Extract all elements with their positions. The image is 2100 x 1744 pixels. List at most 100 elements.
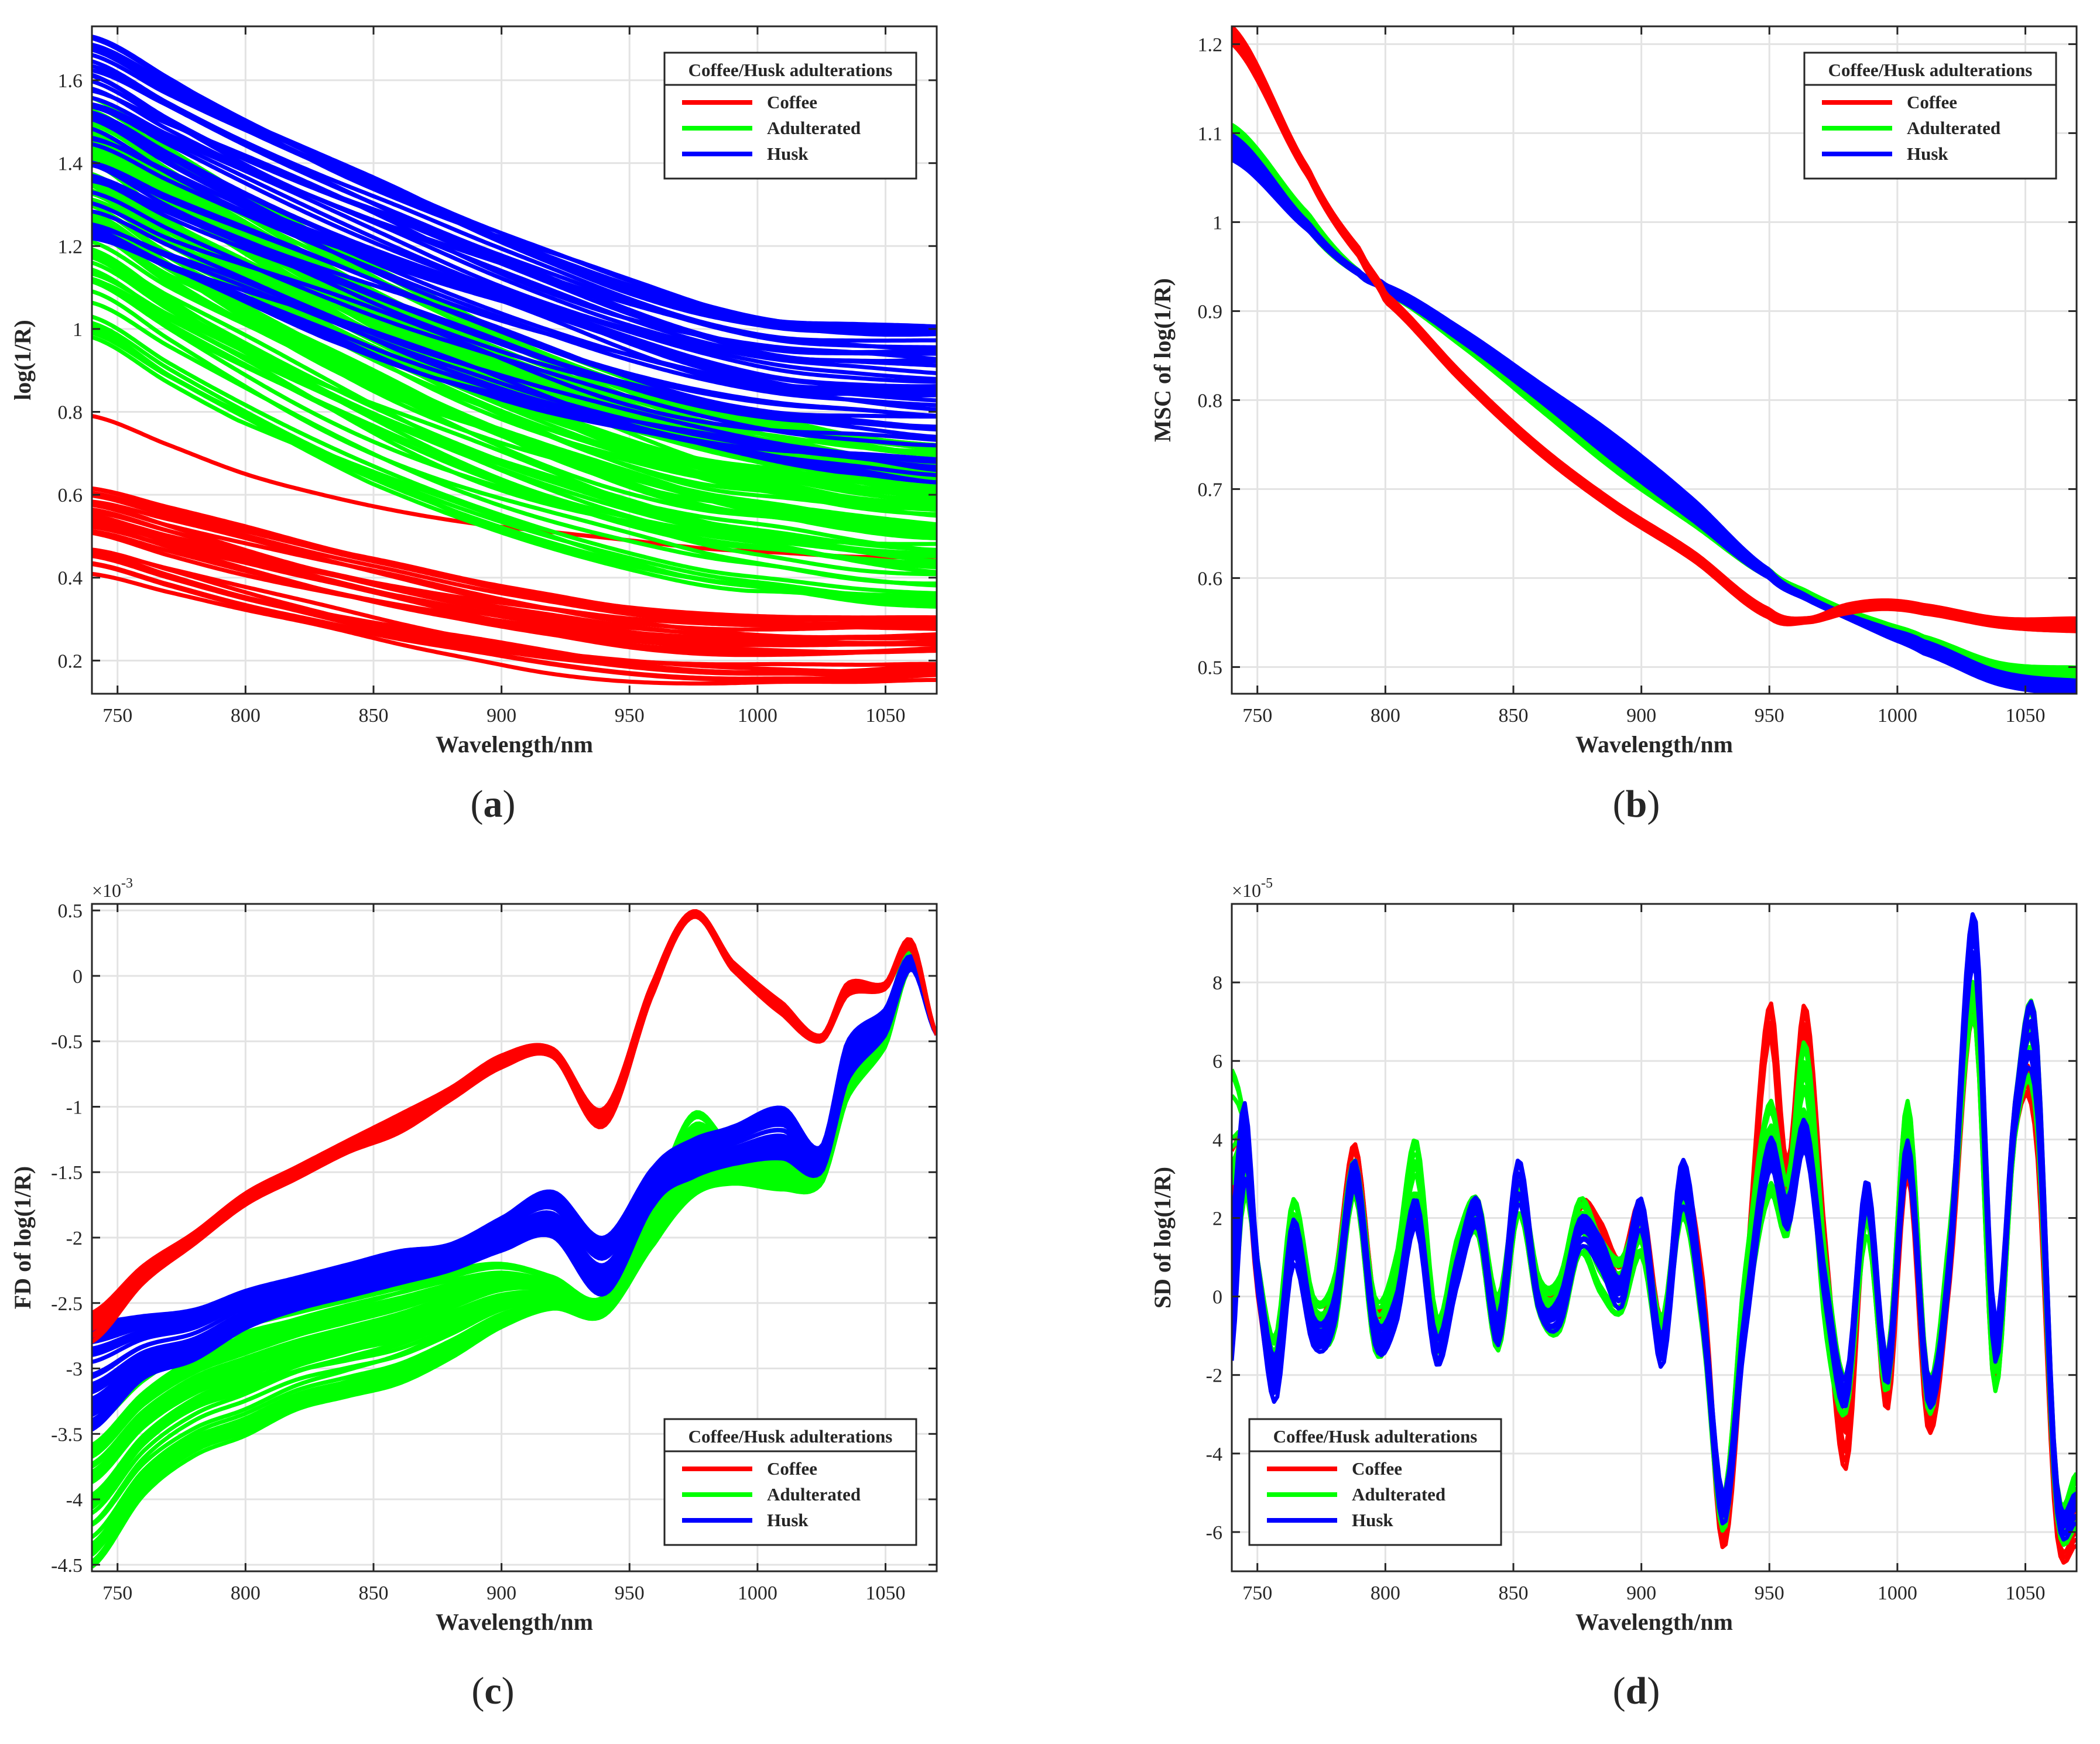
legend-title: Coffee/Husk adulterations: [1273, 1426, 1478, 1447]
panel-label: (c): [471, 1670, 514, 1712]
y-tick-label: -4: [1206, 1444, 1222, 1465]
y-tick-label: -3: [66, 1359, 83, 1380]
y-tick-label: 1.2: [1198, 34, 1223, 56]
spectrum-line: [92, 261, 937, 559]
y-tick-label: -2: [66, 1228, 83, 1249]
y-tick-label: 2: [1212, 1208, 1222, 1229]
spectrum-line: [92, 955, 937, 1330]
spectrum-line: [1232, 132, 2077, 676]
series-coffee: [92, 909, 937, 1344]
y-axis-label: FD of log(1/R): [9, 1166, 36, 1309]
spectrum-line: [92, 966, 937, 1564]
spectrum-line: [92, 239, 937, 537]
spectrum-line: [92, 913, 937, 1338]
spectrum-line: [92, 529, 937, 655]
y-tick-label: -1.5: [51, 1162, 83, 1184]
legend: Coffee/Husk adulterations Coffee Adulterat…: [1248, 1418, 1502, 1546]
spectrum-line: [1232, 134, 2077, 684]
spectrum-line: [92, 142, 937, 407]
series-adulterated: [1232, 123, 2077, 683]
spectrum-line: [1232, 142, 2077, 687]
x-tick-label: 850: [1499, 1582, 1529, 1604]
spectrum-line: [92, 960, 937, 1377]
legend-entry-husk: Husk: [1907, 143, 1948, 164]
y-axis-label: MSC of log(1/R): [1149, 278, 1176, 442]
y-tick-label: 0: [1212, 1287, 1222, 1308]
spectrum-line: [92, 909, 937, 1315]
x-tick-label: 1050: [2006, 1582, 2046, 1604]
legend-title: Coffee/Husk adulterations: [1828, 60, 2033, 80]
y-tick-label: 8: [1212, 972, 1222, 994]
spectrum-line: [1232, 132, 2077, 677]
spectrum-line: [92, 507, 937, 640]
y-tick-label: -4.5: [51, 1555, 83, 1577]
legend-entry-coffee: Coffee: [1907, 92, 1957, 112]
spectrum-line: [92, 958, 937, 1502]
panel-label: (a): [471, 783, 516, 825]
spectrum-line: [92, 910, 937, 1321]
y-tick-label: -0.5: [51, 1032, 83, 1053]
spectrum-line: [92, 910, 937, 1320]
spectrum-line: [92, 314, 937, 595]
spectrum-line: [92, 88, 937, 361]
legend-box: [1803, 52, 2057, 180]
legend-entry-husk: Husk: [1352, 1510, 1393, 1530]
spectrum-line: [92, 47, 937, 329]
spectrum-line: [92, 964, 937, 1407]
spectrum-line: [1232, 134, 2077, 679]
spectrum-line: [92, 251, 937, 552]
legend: Coffee/Husk adulterations Coffee Adulterat…: [1803, 52, 2057, 180]
legend-title: Coffee/Husk adulterations: [688, 1426, 893, 1447]
x-tick-label: 800: [231, 1582, 261, 1604]
legend-title: Coffee/Husk adulterations: [688, 60, 893, 80]
spectrum-line: [92, 910, 937, 1322]
y-tick-label: 6: [1212, 1051, 1222, 1073]
x-tick-label: 900: [487, 705, 516, 727]
x-tick-label: 950: [615, 1582, 645, 1604]
spectrum-line: [92, 964, 937, 1555]
x-tick-label: 800: [231, 705, 261, 727]
x-tick-label: 950: [1755, 705, 1784, 727]
spectrum-line: [92, 961, 937, 1526]
spectrum-line: [92, 300, 937, 588]
spectrum-line: [1232, 134, 2077, 684]
legend-entry-coffee: Coffee: [767, 1458, 817, 1479]
spectrum-line: [92, 163, 937, 418]
y-axis-label: SD of log(1/R): [1149, 1167, 1176, 1308]
series-husk: [1232, 912, 2077, 1542]
spectrum-line: [92, 104, 937, 384]
spectrum-line: [1232, 125, 2077, 672]
spectrum-line: [92, 230, 937, 485]
y-tick-label: 0.5: [1198, 657, 1223, 679]
spectrum-line: [1232, 135, 2077, 679]
x-tick-label: 750: [102, 1582, 132, 1604]
spectrum-line: [1232, 129, 2077, 674]
y-tick-label: 0.6: [58, 485, 83, 506]
panel-label: (d): [1613, 1670, 1660, 1712]
axes-box: [91, 25, 938, 695]
y-tick-label: 0.8: [58, 402, 83, 424]
y-tick-label: 0.4: [58, 568, 83, 590]
legend-entry-coffee: Coffee: [767, 92, 817, 112]
legend-entry-adulterated: Adulterated: [1907, 118, 2000, 138]
spectrum-line: [92, 64, 937, 350]
legend-entry-husk: Husk: [767, 1510, 809, 1530]
x-tick-label: 750: [1242, 1582, 1272, 1604]
legend-entry-coffee: Coffee: [1352, 1458, 1402, 1479]
y-tick-label: 0.5: [58, 900, 83, 922]
spectrum-line: [92, 553, 937, 677]
spectrum-line: [1232, 36, 2077, 629]
spectrum-line: [92, 909, 937, 1318]
spectrum-line: [1232, 144, 2077, 689]
spectrum-line: [1232, 142, 2077, 688]
spectrum-line: [1232, 134, 2077, 679]
spectrum-line: [1232, 130, 2077, 676]
spectrum-line: [1232, 136, 2077, 680]
axis-exponent: ×10-3: [92, 876, 133, 901]
spectrum-line: [1232, 142, 2077, 688]
spectrum-line: [1232, 136, 2077, 686]
spectrum-line: [1232, 125, 2077, 671]
spectrum-line: [1232, 133, 2077, 684]
spectrum-line: [1232, 125, 2077, 671]
